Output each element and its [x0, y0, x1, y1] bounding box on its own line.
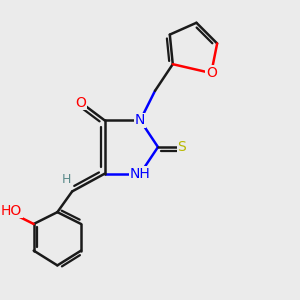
Text: N: N	[135, 113, 146, 128]
Text: S: S	[177, 140, 186, 154]
Text: O: O	[206, 66, 217, 80]
Text: NH: NH	[130, 167, 151, 181]
Text: H: H	[61, 173, 71, 186]
Text: O: O	[76, 96, 86, 110]
Text: HO: HO	[1, 204, 22, 218]
